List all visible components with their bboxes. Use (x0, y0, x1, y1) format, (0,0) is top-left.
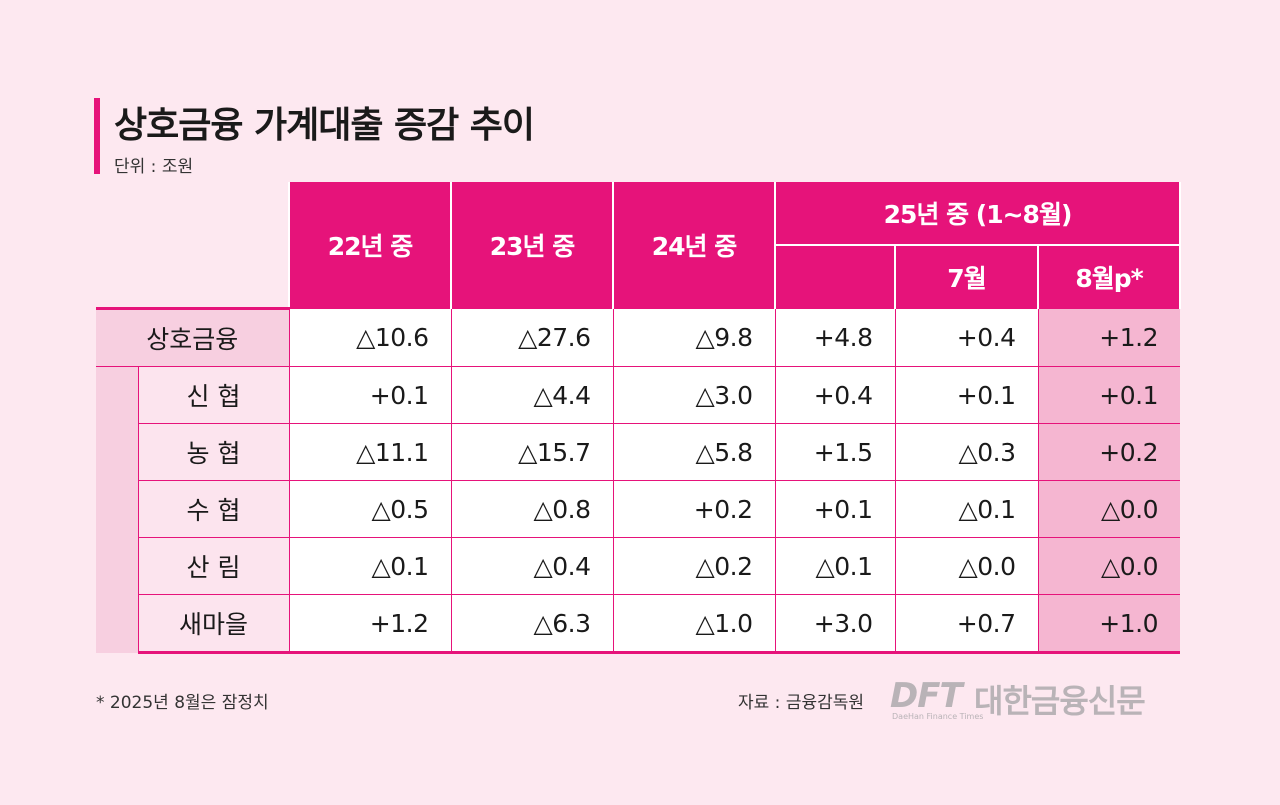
table-cell: △15.7 (450, 423, 613, 481)
header-year-24: 24년 중 (612, 182, 776, 309)
table-cell: +0.1 (288, 366, 451, 424)
table-cell: △0.2 (612, 537, 775, 595)
logo-subtitle: DaeHan Finance Times (892, 712, 984, 721)
row-label: 수 협 (137, 480, 289, 538)
table-cell: +0.7 (894, 594, 1038, 654)
table-row: 신 협 +0.1 △4.4 △3.0 +0.4 +0.1 +0.1 (96, 366, 1180, 653)
table-cell: +1.5 (774, 423, 895, 481)
row-label: 새마을 (137, 594, 289, 654)
row-label-indent (96, 366, 138, 653)
loan-change-table: 22년 중 23년 중 24년 중 25년 중 (1~8월) 7월 8월p* 상… (96, 182, 1181, 654)
publisher-logo: DFT 대한금융신문 DaeHan Finance Times (890, 676, 1180, 724)
table-cell: △0.0 (894, 537, 1038, 595)
table-cell: △9.8 (612, 308, 775, 367)
row-label: 신 협 (137, 366, 289, 424)
table-row: 새마을 +1.2 △6.3 △1.0 +3.0 +0.7 +1.0 (96, 594, 1180, 654)
header-year-23: 23년 중 (450, 182, 614, 309)
table-cell-highlight: +1.0 (1037, 594, 1180, 654)
unit-label: 단위 : 조원 (114, 157, 194, 177)
table-cell: △0.8 (450, 480, 613, 538)
header-year-25-group: 25년 중 (1~8월) (774, 182, 1181, 246)
table-cell: △0.4 (450, 537, 613, 595)
table-cell: △0.1 (288, 537, 451, 595)
header-july: 7월 (894, 245, 1039, 309)
table-cell: △0.5 (288, 480, 451, 538)
row-label: 산 림 (137, 537, 289, 595)
table-cell-highlight: +0.1 (1037, 366, 1180, 424)
table-cell: △11.1 (288, 423, 451, 481)
table-cell-highlight: +1.2 (1037, 308, 1180, 367)
header-year-22: 22년 중 (288, 182, 452, 309)
header-25-total (774, 245, 896, 309)
table-cell: +0.4 (894, 308, 1038, 367)
table-cell: +0.2 (612, 480, 775, 538)
page-title: 상호금융 가계대출 증감 추이 (114, 105, 535, 146)
table-cell: △0.1 (774, 537, 895, 595)
footnote: * 2025년 8월은 잠정치 (96, 693, 269, 713)
table-row: 농 협 △11.1 △15.7 △5.8 +1.5 △0.3 +0.2 (96, 423, 1180, 481)
table-cell: △1.0 (612, 594, 775, 654)
table-row: 상호금융 △10.6 △27.6 △9.8 +4.8 +0.4 +1.2 (96, 308, 1180, 367)
table-cell: △5.8 (612, 423, 775, 481)
table-cell-highlight: △0.0 (1037, 537, 1180, 595)
title-accent-bar (94, 98, 100, 174)
table-cell: +3.0 (774, 594, 895, 654)
logo-name: 대한금융신문 (974, 682, 1146, 720)
table-cell-highlight: +0.2 (1037, 423, 1180, 481)
source-label: 자료 : 금융감독원 (738, 693, 865, 713)
table-cell: △27.6 (450, 308, 613, 367)
table-cell: △0.3 (894, 423, 1038, 481)
row-label-total: 상호금융 (96, 308, 289, 367)
table-cell: △6.3 (450, 594, 613, 654)
table-cell: +1.2 (288, 594, 451, 654)
header-corner (96, 182, 289, 310)
table-cell: △0.1 (894, 480, 1038, 538)
table-cell: +4.8 (774, 308, 895, 367)
header-august: 8월p* (1037, 245, 1181, 309)
table-cell-highlight: △0.0 (1037, 480, 1180, 538)
table-cell: △10.6 (288, 308, 451, 367)
table-cell: +0.1 (894, 366, 1038, 424)
logo-mark: DFT (890, 676, 963, 716)
table-cell: △3.0 (612, 366, 775, 424)
table-cell: △4.4 (450, 366, 613, 424)
table-row: 수 협 △0.5 △0.8 +0.2 +0.1 △0.1 △0.0 (96, 480, 1180, 538)
table-cell: +0.4 (774, 366, 895, 424)
table-cell: +0.1 (774, 480, 895, 538)
row-label: 농 협 (137, 423, 289, 481)
table-row: 산 림 △0.1 △0.4 △0.2 △0.1 △0.0 △0.0 (96, 537, 1180, 595)
